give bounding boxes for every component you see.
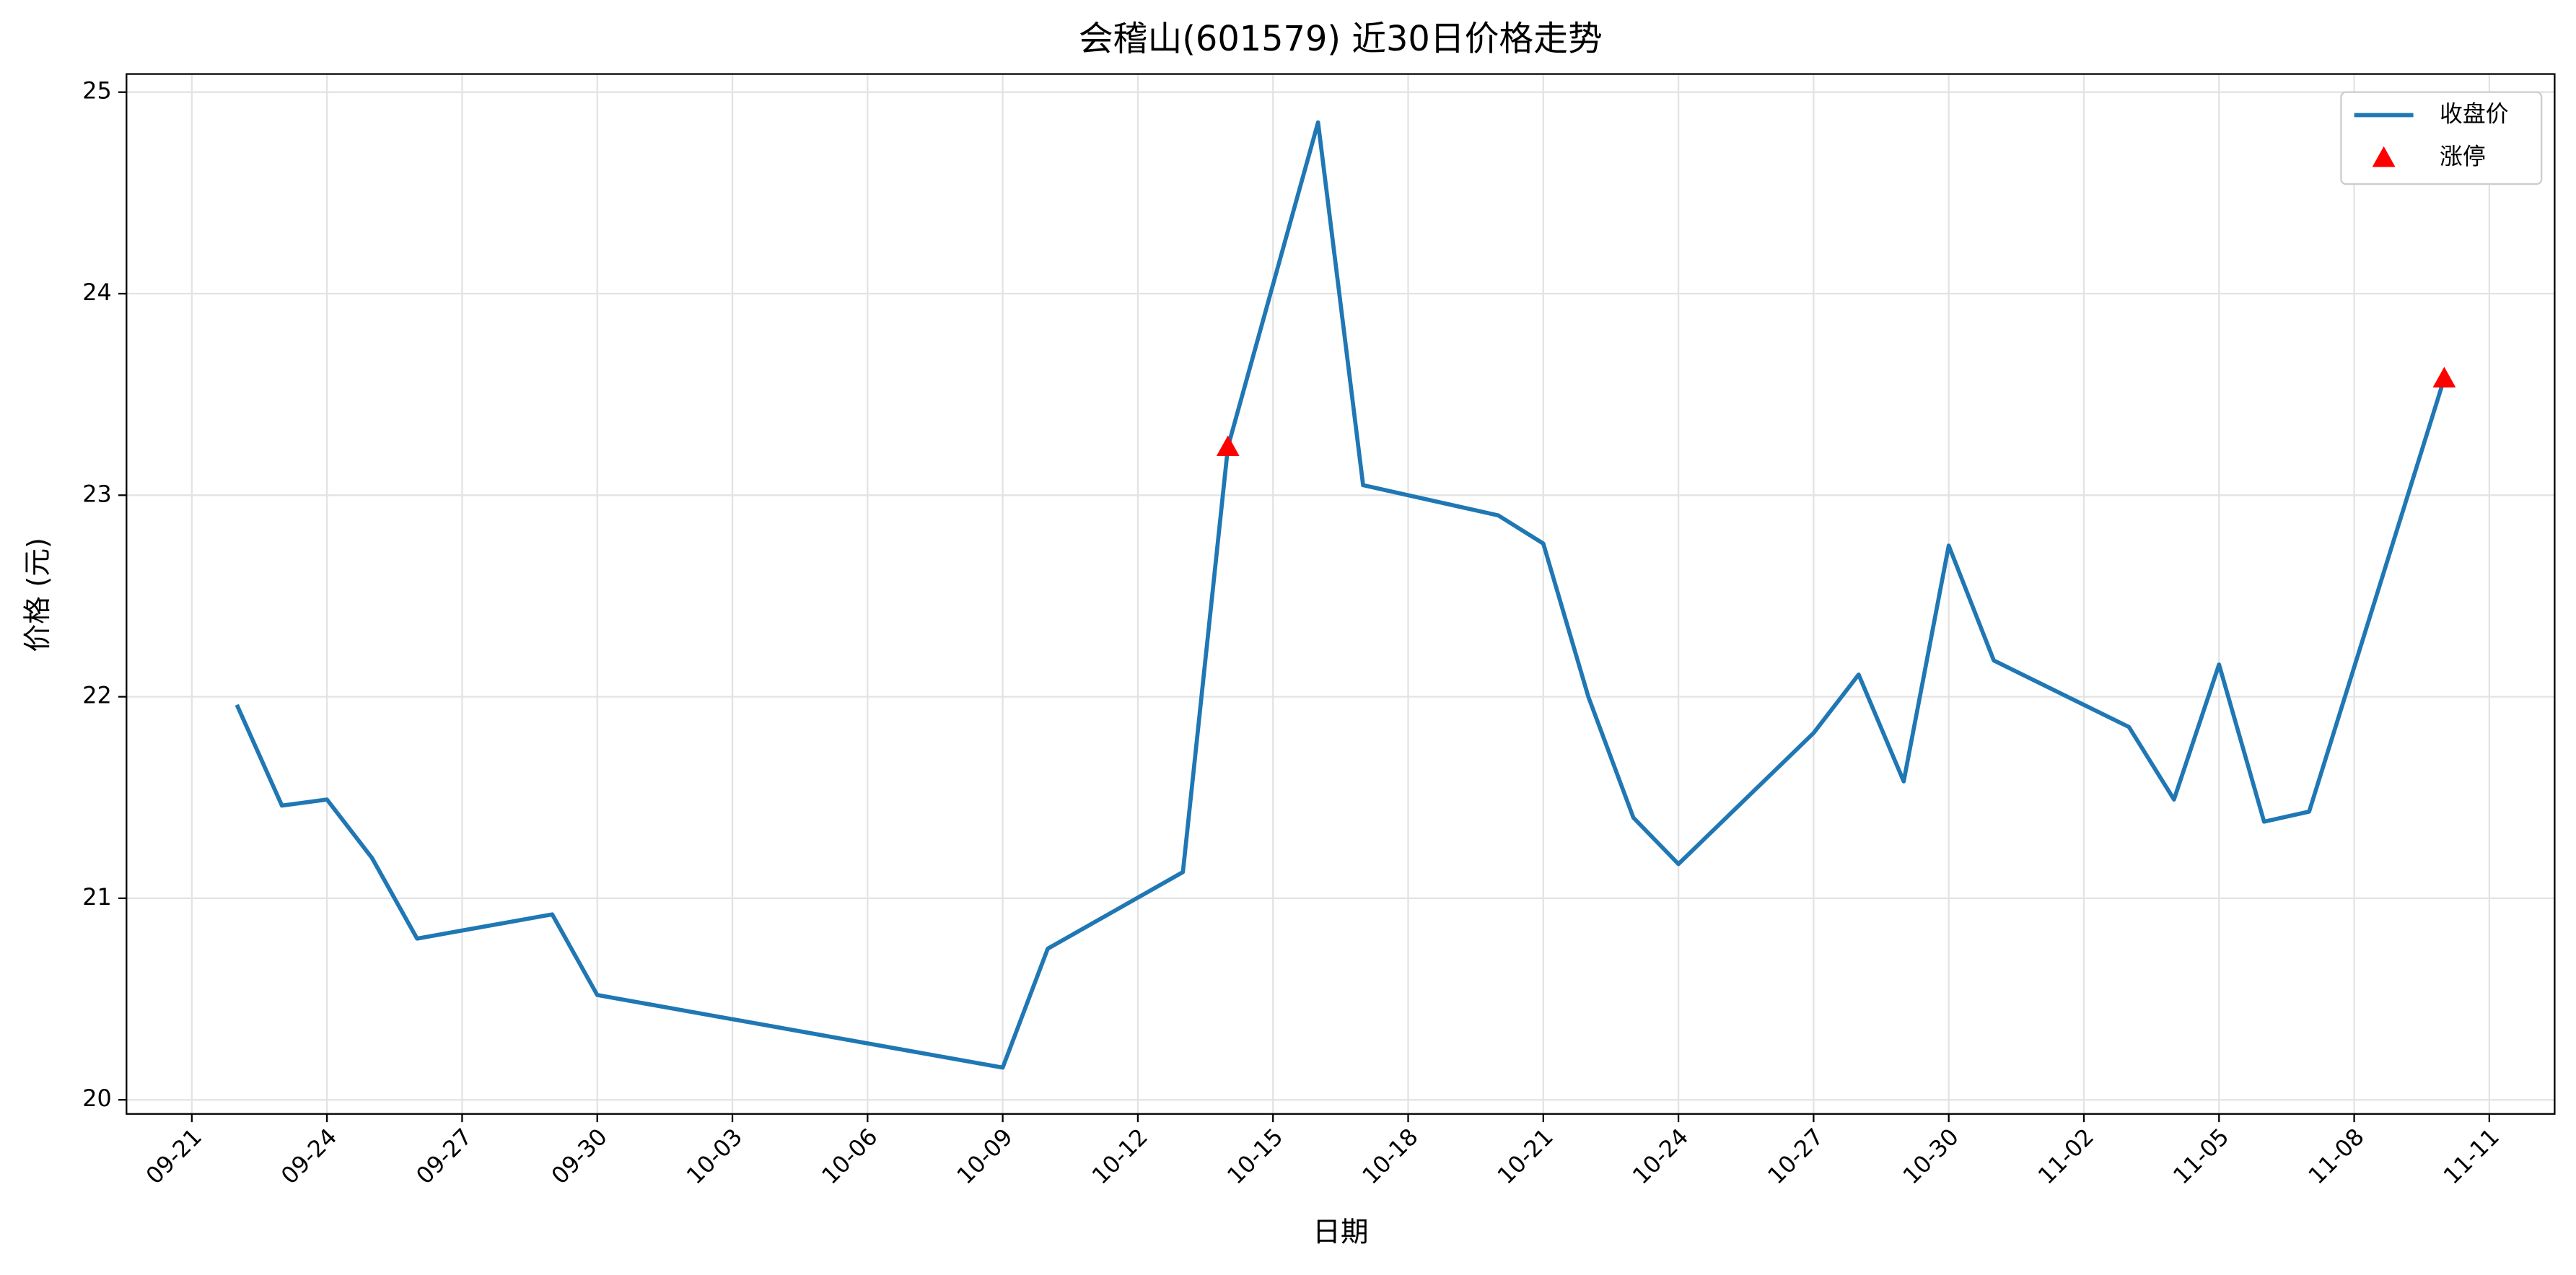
legend-label: 收盘价: [2440, 100, 2509, 127]
chart-title: 会稽山(601579) 近30日价格走势: [1079, 19, 1603, 59]
y-tick-label: 25: [82, 77, 112, 105]
y-tick-label: 22: [82, 682, 112, 709]
price-line: [235, 120, 2447, 1070]
y-tick-label: 21: [82, 883, 112, 911]
plot-frame: [126, 73, 2556, 1115]
limit-up-marker: [1216, 435, 1240, 457]
limit-up-marker: [2432, 367, 2456, 388]
y-tick-label: 24: [82, 279, 112, 306]
legend-swatch: [2372, 146, 2396, 167]
y-axis-label: 价格 (元): [22, 538, 54, 652]
y-tick-label: 20: [82, 1085, 112, 1112]
legend-label: 涨停: [2440, 143, 2486, 170]
x-axis-label: 日期: [1313, 1216, 1368, 1248]
y-tick-label: 23: [82, 480, 112, 507]
